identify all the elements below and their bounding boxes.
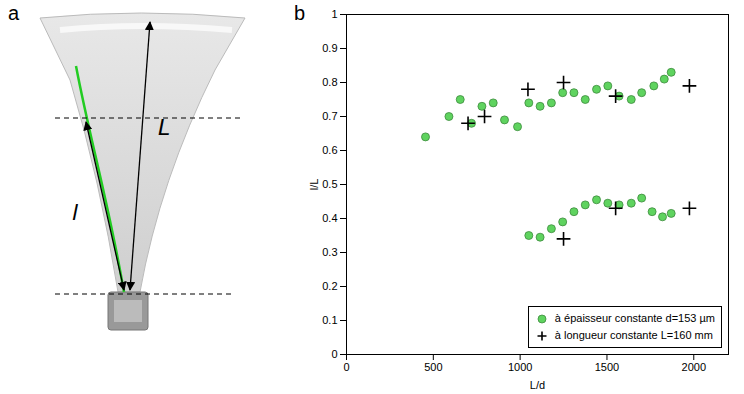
svg-text:0.6: 0.6 bbox=[322, 144, 337, 156]
svg-text:0.7: 0.7 bbox=[322, 110, 337, 122]
svg-text:500: 500 bbox=[424, 361, 442, 373]
svg-text:1: 1 bbox=[331, 8, 337, 20]
html-text:à longueur constante L=160 mm: à longueur constante L=160 mm bbox=[554, 329, 713, 341]
svg-text:1000: 1000 bbox=[508, 361, 532, 373]
svg-text:0.8: 0.8 bbox=[322, 76, 337, 88]
svg-text:0.1: 0.1 bbox=[322, 314, 337, 326]
svg-text:0.3: 0.3 bbox=[322, 246, 337, 258]
svg-text:0.2: 0.2 bbox=[322, 280, 337, 292]
svg-text:0: 0 bbox=[331, 348, 337, 360]
svg-text:0.5: 0.5 bbox=[322, 178, 337, 190]
svg-text:L/d: L/d bbox=[530, 379, 545, 391]
svg-text:0.4: 0.4 bbox=[322, 212, 337, 224]
html-text:a: a bbox=[8, 2, 20, 24]
svg-text:0: 0 bbox=[343, 361, 349, 373]
svg-text:l: l bbox=[72, 200, 78, 225]
svg-text:0.9: 0.9 bbox=[322, 42, 337, 54]
html-text:à épaisseur constante d=153 µm: à épaisseur constante d=153 µm bbox=[554, 312, 715, 324]
svg-text:2000: 2000 bbox=[682, 361, 706, 373]
svg-text:L: L bbox=[158, 115, 170, 140]
html-text:b: b bbox=[294, 2, 306, 24]
svg-text:1500: 1500 bbox=[595, 361, 619, 373]
svg-text:l/L: l/L bbox=[308, 179, 320, 191]
